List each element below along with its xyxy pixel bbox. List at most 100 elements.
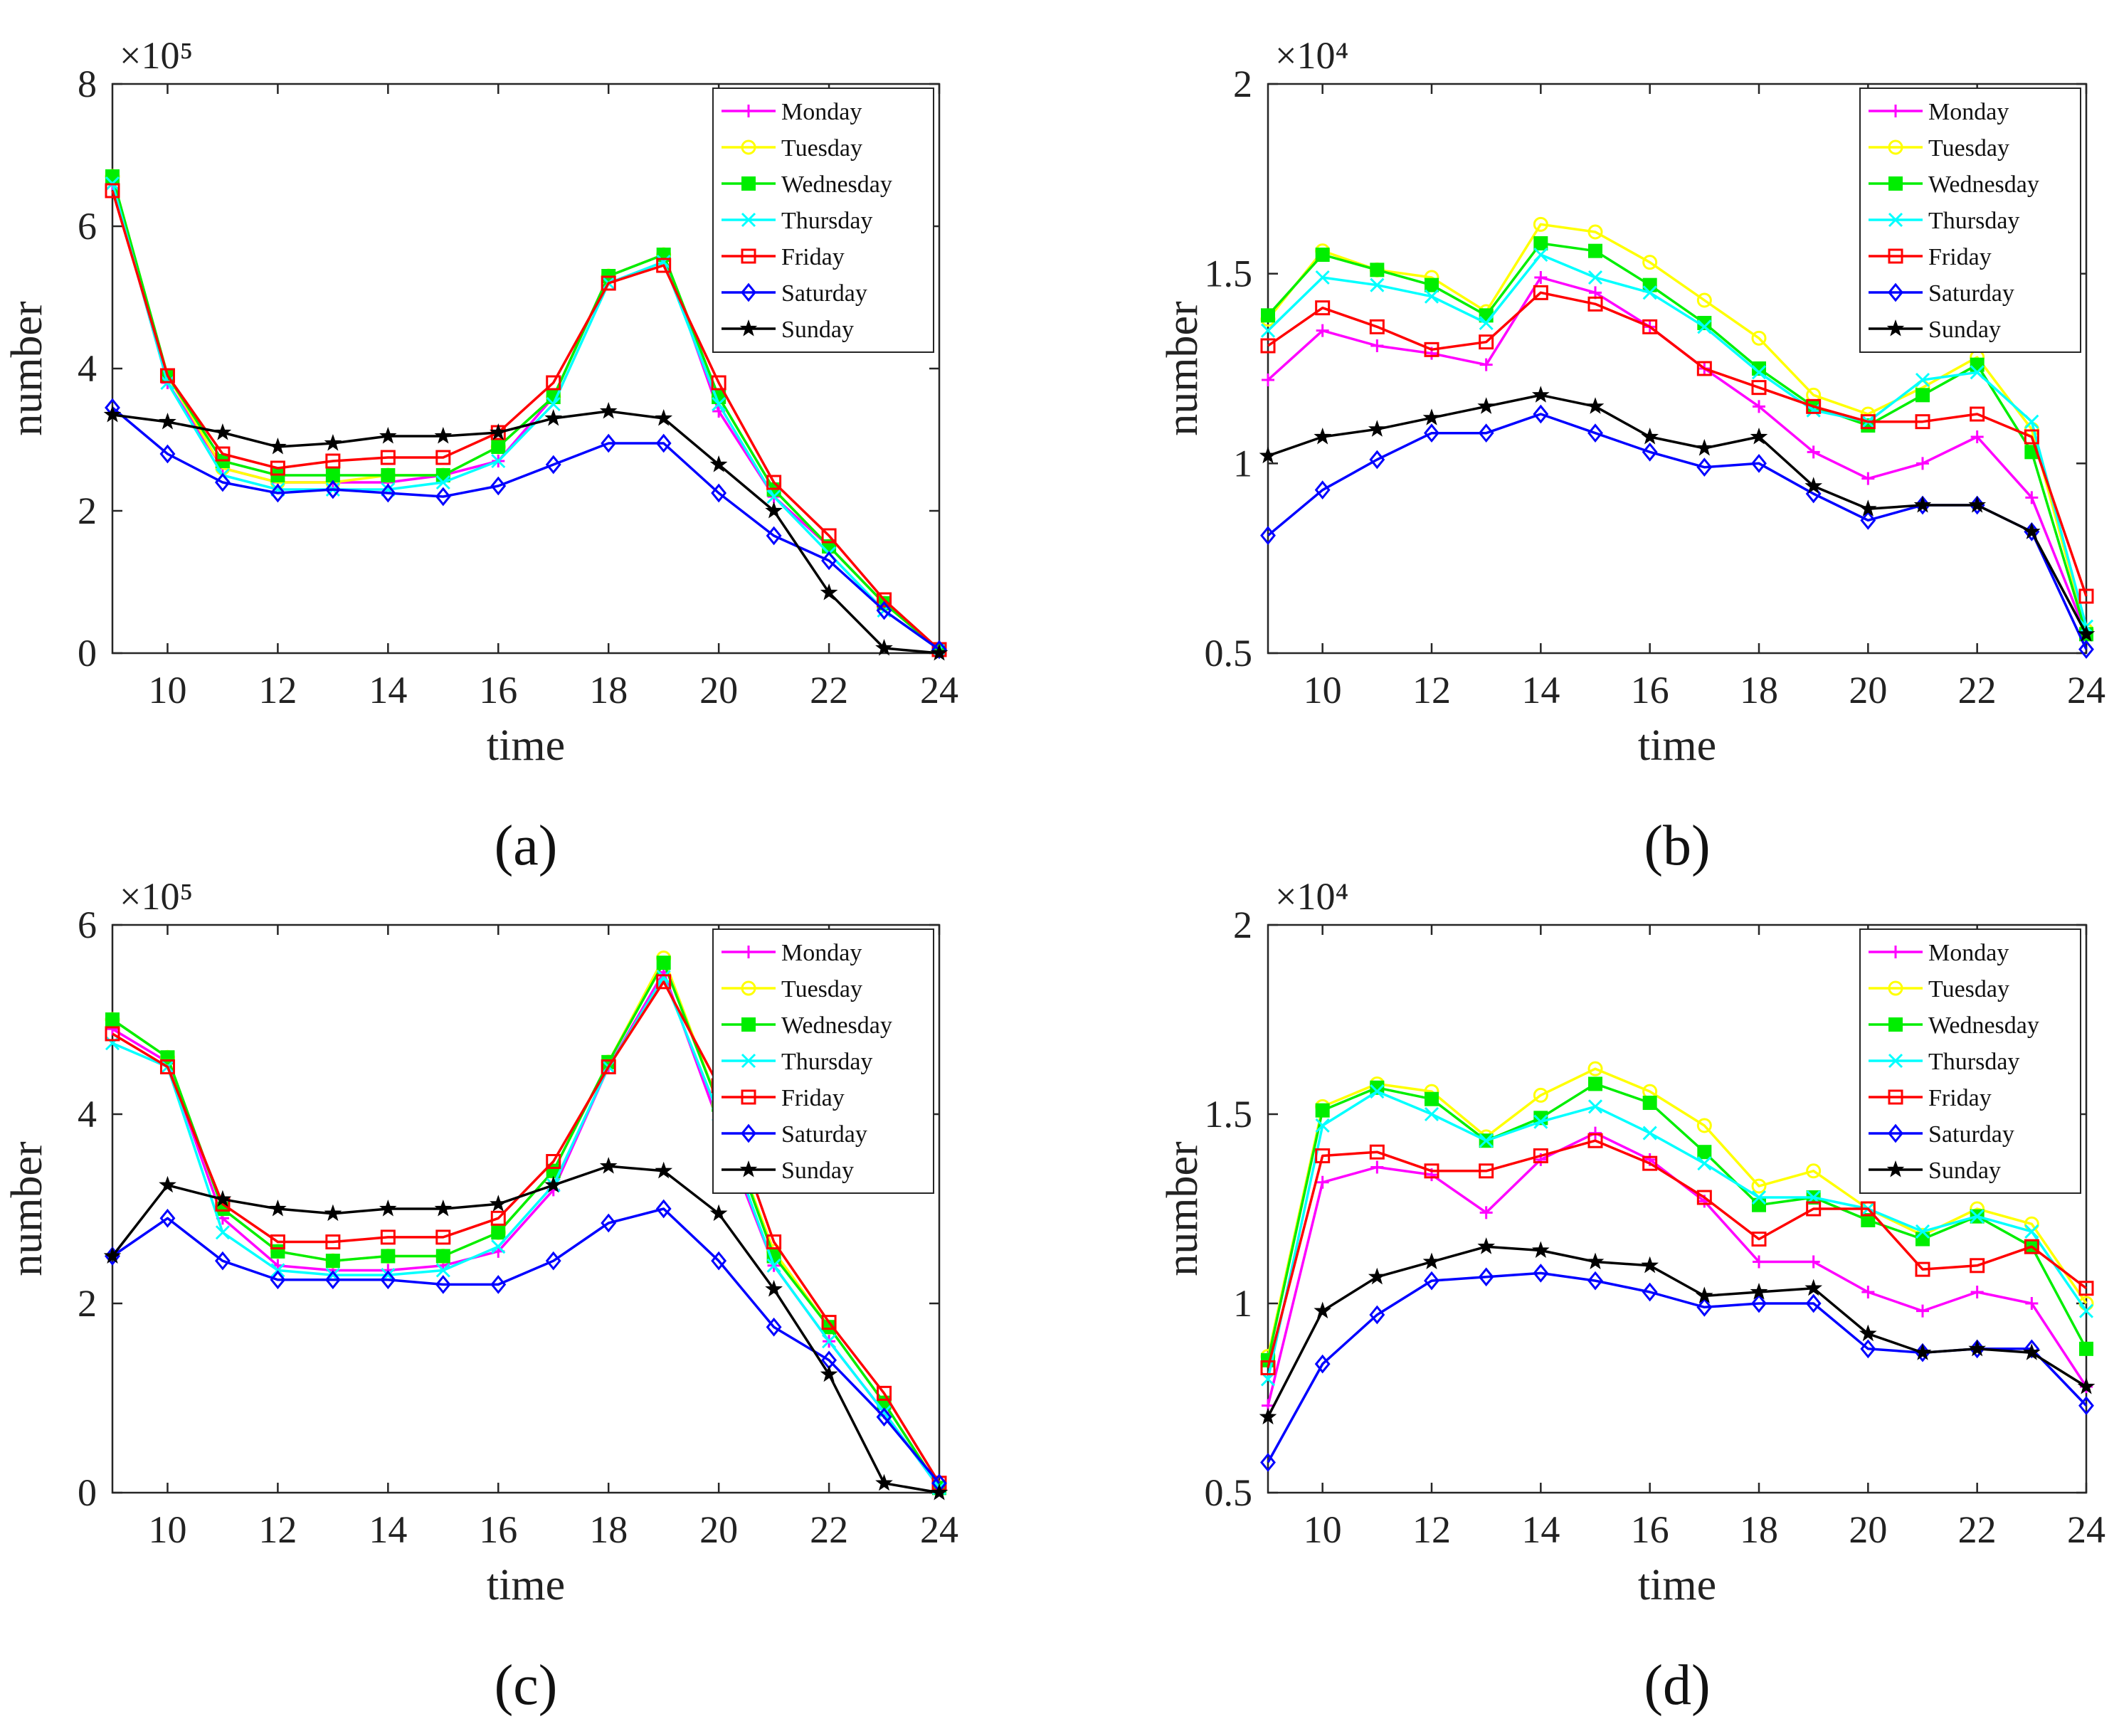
legend-marker-friday	[1888, 248, 1903, 264]
series-line-friday	[1267, 291, 2088, 597]
data-point-thursday	[712, 396, 726, 412]
legend-marker-friday	[741, 248, 756, 264]
data-point-sunday	[159, 412, 176, 430]
data-point-friday	[490, 1210, 506, 1226]
data-point-friday	[546, 1154, 561, 1169]
y-tick-label: 4	[78, 347, 97, 390]
data-point-wednesday	[1425, 1091, 1439, 1106]
data-point-monday	[1807, 1255, 1820, 1269]
data-point-sunday	[2077, 625, 2096, 642]
data-point-friday	[656, 974, 672, 990]
y-tick-label: 1	[1233, 442, 1252, 485]
x-tick-label: 18	[1740, 669, 1778, 711]
x-tick-label: 22	[1958, 1508, 1997, 1551]
data-point-sunday	[1477, 397, 1496, 414]
data-point-saturday	[159, 444, 176, 464]
data-point-wednesday	[270, 1244, 285, 1259]
x-tick-label: 12	[1412, 1508, 1451, 1551]
series-line-friday	[1267, 1139, 2088, 1368]
data-point-wednesday	[491, 1225, 506, 1240]
data-point-thursday	[1533, 1114, 1548, 1129]
x-tick-label: 10	[1304, 1508, 1342, 1551]
data-point-wednesday	[1370, 263, 1385, 277]
data-point-tuesday	[1533, 1087, 1548, 1103]
data-point-saturday	[931, 640, 947, 660]
data-point-sunday	[1422, 1252, 1441, 1270]
data-point-saturday	[1369, 450, 1385, 470]
data-point-saturday	[1260, 526, 1276, 546]
data-point-sunday	[1968, 495, 1987, 513]
series-line-thursday	[1267, 1090, 2088, 1380]
data-point-friday	[435, 450, 451, 465]
x-tick-label: 22	[1958, 669, 1997, 711]
data-point-wednesday	[491, 440, 506, 454]
x-tick-label: 24	[920, 1508, 958, 1551]
data-point-sunday	[269, 438, 287, 455]
data-point-sunday	[820, 1365, 838, 1382]
data-point-thursday	[1370, 277, 1385, 292]
data-point-thursday	[1587, 270, 1603, 285]
y-tick-label: 1	[1233, 1282, 1252, 1325]
chart-panel-a: 10 12 14 16 18 20 22 2402468×10⁵timenumber(a)Mo…	[3, 34, 958, 877]
data-point-friday	[325, 1234, 341, 1250]
legend-label-thursday: Thursday	[781, 208, 872, 234]
data-point-sunday	[1368, 1267, 1386, 1285]
chart-panel-d: 10 12 14 16 18 20 22 24 0.5 1 1.5 2 ×10⁴ time number (d…	[1158, 875, 2105, 1717]
data-point-saturday	[876, 600, 892, 620]
series-sunday	[1259, 386, 2096, 642]
data-point-friday	[1260, 338, 1276, 354]
x-tick-label: 20	[1849, 669, 1887, 711]
x-tick-label: 14	[369, 669, 407, 711]
legend-label-thursday: Thursday	[1928, 208, 2019, 234]
data-point-saturday	[214, 1251, 231, 1271]
panel-label: (c)	[495, 1654, 558, 1717]
data-point-thursday	[1479, 315, 1494, 331]
data-point-friday	[159, 1059, 175, 1074]
data-point-monday	[1370, 1160, 1384, 1174]
y-tick-label: 0	[78, 632, 97, 674]
data-point-monday	[1479, 358, 1493, 371]
data-point-friday	[325, 453, 341, 469]
data-point-saturday	[2024, 1339, 2040, 1359]
series-line-tuesday	[1267, 223, 2088, 631]
series-line-thursday	[112, 975, 941, 1489]
data-point-monday	[2025, 1297, 2039, 1310]
data-point-thursday	[1370, 1084, 1385, 1099]
data-point-thursday	[822, 1334, 837, 1349]
data-point-wednesday	[105, 169, 120, 184]
data-point-wednesday	[1370, 1080, 1385, 1095]
legend-marker-sunday	[1886, 1160, 1905, 1177]
series-line-sunday	[112, 410, 940, 655]
data-point-sunday	[1695, 438, 1713, 456]
data-point-sunday	[324, 433, 342, 451]
data-point-tuesday	[1696, 292, 1712, 308]
series-sunday	[103, 402, 948, 661]
x-tick-label: 24	[920, 669, 958, 711]
data-point-wednesday	[1642, 1096, 1657, 1111]
series-line-sunday	[1267, 1245, 2087, 1418]
x-tick-label: 18	[589, 669, 628, 711]
data-point-monday	[1262, 374, 1274, 386]
y-axis-exponent: ×10⁵	[120, 875, 193, 918]
data-point-sunday	[1968, 1339, 1987, 1357]
data-point-saturday	[766, 526, 782, 546]
data-point-friday	[1369, 1144, 1385, 1160]
data-point-sunday	[1804, 1279, 1823, 1296]
data-point-saturday	[2078, 1396, 2094, 1416]
data-point-monday	[1916, 457, 1929, 470]
legend-label-saturday: Saturday	[1928, 280, 2014, 307]
data-point-sunday	[1531, 386, 1550, 403]
data-point-saturday	[1314, 480, 1331, 500]
data-point-wednesday	[1588, 1076, 1602, 1091]
legend-marker-sunday	[1886, 319, 1905, 337]
legend-marker-tuesday	[741, 980, 756, 996]
data-point-saturday	[1642, 1282, 1658, 1302]
x-tick-label: 16	[479, 1508, 517, 1551]
legend-label-sunday: Sunday	[781, 1158, 854, 1184]
legend-marker-monday	[742, 105, 755, 117]
data-point-sunday	[1859, 1324, 1877, 1342]
data-point-friday	[656, 258, 672, 273]
legend-label-friday: Friday	[781, 1085, 845, 1111]
data-point-thursday	[435, 1263, 450, 1278]
data-point-wednesday	[381, 468, 396, 482]
